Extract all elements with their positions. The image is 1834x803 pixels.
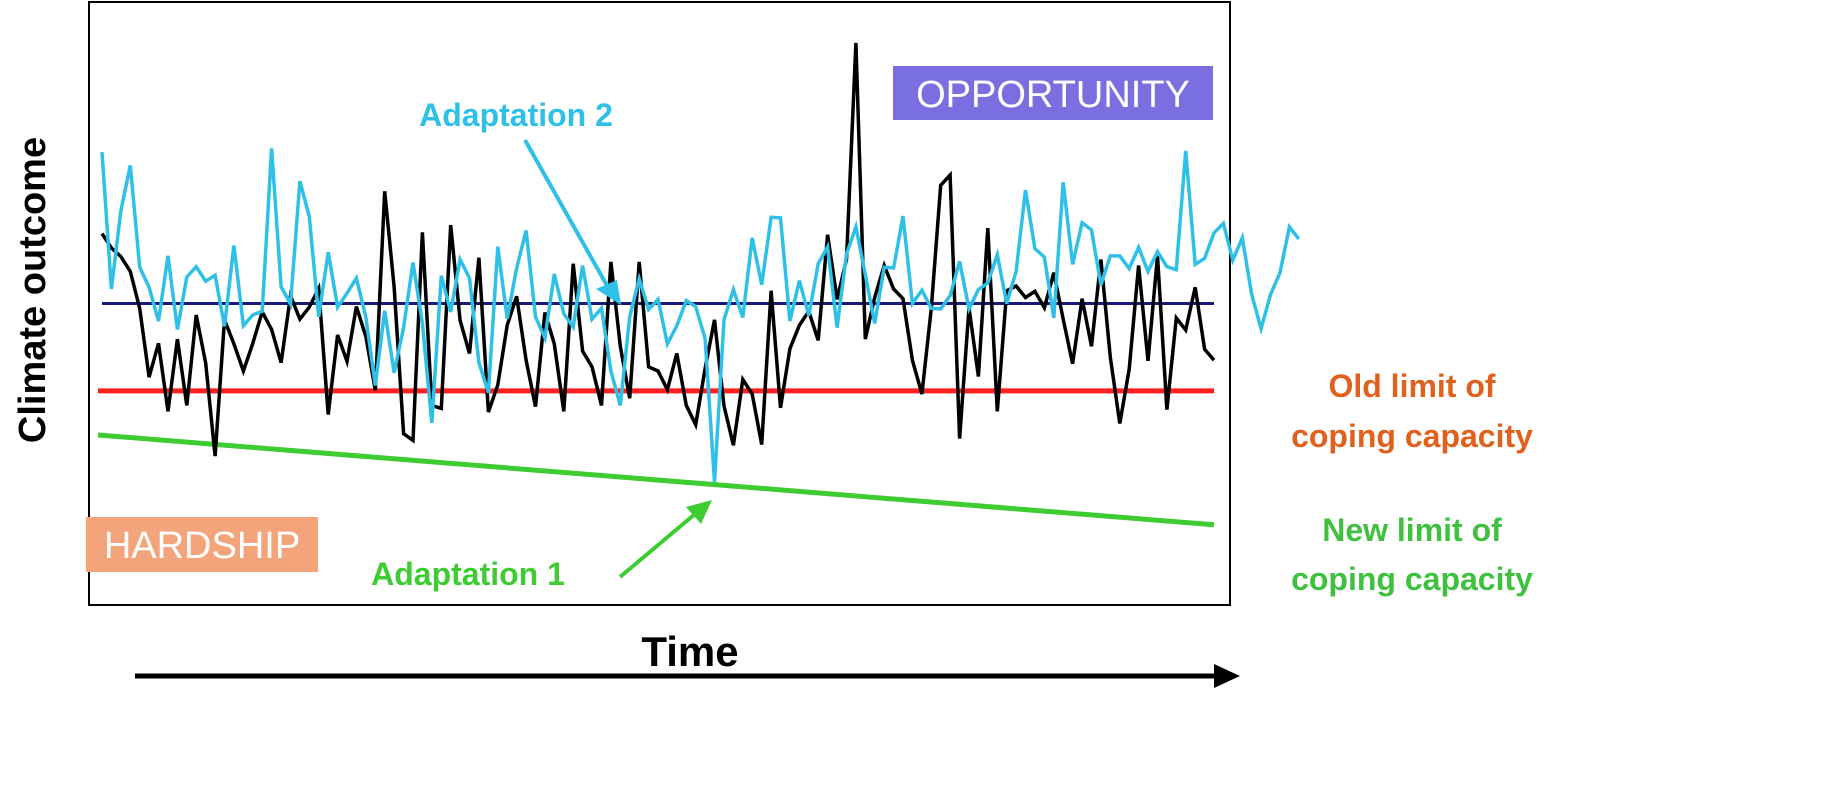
adaptation-2-label: Adaptation 2 (419, 97, 613, 133)
y-axis-label: Climate outcome (12, 137, 54, 443)
adaptation-1-arrow (618, 507, 703, 579)
time-arrowhead (1214, 664, 1240, 688)
hardship-box (86, 517, 318, 572)
opportunity-label: OPPORTUNITY (916, 74, 1190, 116)
hardship-label: HARDSHIP (104, 525, 300, 567)
old-limit-label-line2: coping capacity (1291, 418, 1533, 454)
opportunity-box (893, 66, 1213, 120)
adaptation-2-arrowhead (596, 280, 621, 305)
new-limit-label-line1: New limit of (1322, 512, 1502, 548)
old-limit-label-line1: Old limit of (1328, 368, 1495, 404)
adaptation-1-arrowhead (686, 500, 712, 524)
series-observed-line (100, 42, 1216, 457)
adaptation-2-arrow (523, 139, 616, 299)
new-limit-line (97, 432, 1215, 528)
x-axis-label: Time (641, 628, 738, 675)
new-limit-label-line2: coping capacity (1291, 561, 1533, 597)
series-adaptation-2-line (100, 148, 1301, 483)
adaptation-1-label: Adaptation 1 (371, 556, 565, 592)
